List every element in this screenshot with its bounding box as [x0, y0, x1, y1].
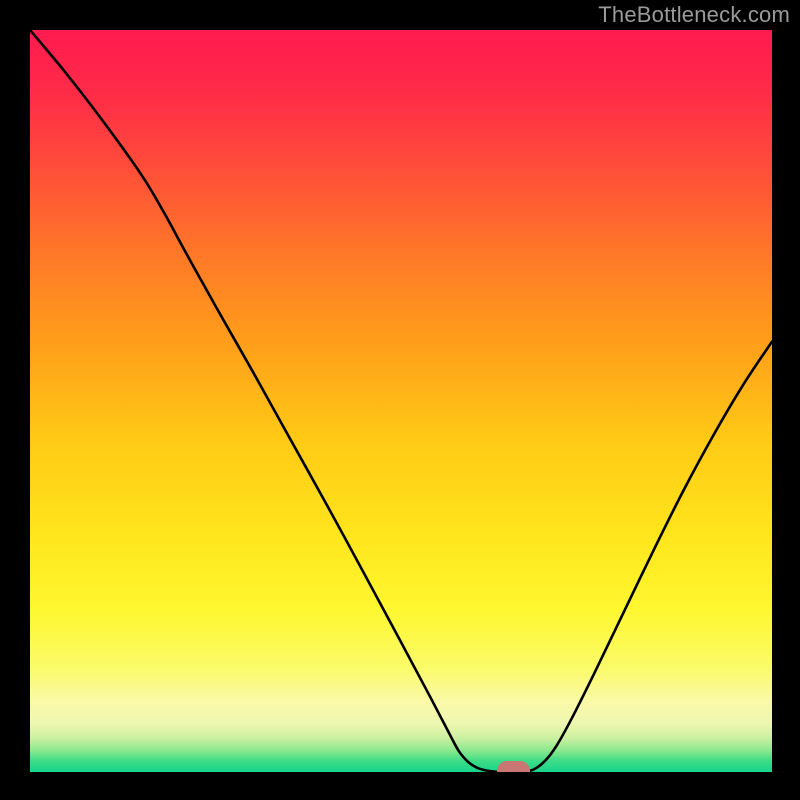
plot-area — [30, 30, 772, 772]
frame-border-bottom — [0, 772, 800, 800]
watermark-text: TheBottleneck.com — [598, 2, 790, 28]
frame-border-left — [0, 0, 30, 800]
frame-border-right — [772, 0, 800, 800]
plot-svg — [30, 30, 772, 772]
gradient-background — [30, 30, 772, 772]
chart-frame: TheBottleneck.com — [0, 0, 800, 800]
